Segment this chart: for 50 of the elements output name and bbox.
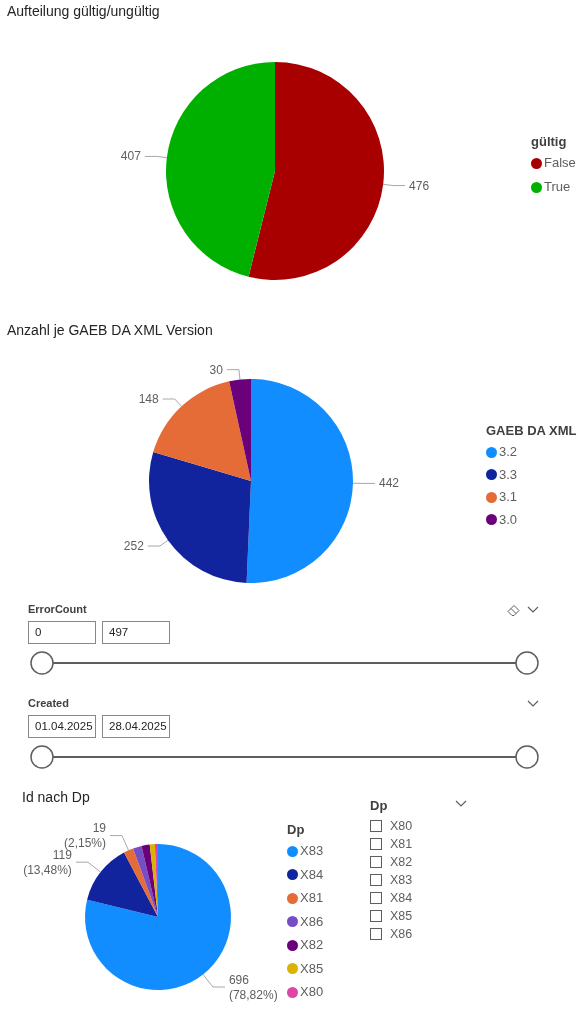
category-label: X82 — [390, 855, 413, 869]
category-label: X81 — [390, 837, 413, 851]
legend-label: 3.1 — [499, 489, 518, 505]
pie-slice — [248, 62, 384, 280]
text-field: 0 — [28, 621, 96, 644]
legend-label: X83 — [300, 843, 324, 859]
data-label: 252 — [123, 539, 145, 554]
category-label: X85 — [390, 909, 413, 923]
pie-slice — [87, 852, 158, 917]
legend-title: GAEB DA XML — [486, 423, 577, 439]
data-label: 19 (2,15%) — [63, 821, 107, 851]
chart-title: Id nach Dp — [22, 789, 90, 805]
legend-label: X84 — [300, 866, 324, 883]
chart-title: Anzahl je GAEB DA XML Version — [7, 322, 213, 338]
chart-title: Aufteilung gültig/ungültig — [7, 3, 160, 19]
text-field: 01.04.2025 — [28, 715, 96, 738]
pie-slice — [229, 379, 251, 481]
legend-label: X82 — [300, 937, 324, 953]
legend-title: gültig — [531, 134, 567, 150]
legend-label: True — [544, 179, 571, 195]
pie-slice — [141, 844, 158, 917]
text-field: 28.04.2025 — [102, 715, 170, 738]
legend-label: False — [544, 155, 576, 171]
legend-label: X86 — [300, 913, 324, 930]
legend-label: 3.3 — [499, 466, 518, 483]
pie-slice — [166, 62, 275, 277]
legend-label: X80 — [300, 984, 324, 1000]
data-label: 476 — [409, 178, 430, 193]
pie-slice — [133, 845, 158, 917]
text: ErrorCount — [28, 603, 87, 615]
legend-label: 3.0 — [499, 511, 518, 528]
category-label: X84 — [390, 891, 413, 905]
category-label: X80 — [390, 819, 413, 833]
data-label: 442 — [378, 476, 400, 491]
legend-label: X85 — [300, 960, 324, 977]
text: Dp — [370, 798, 388, 813]
legend-label: X81 — [300, 890, 324, 906]
data-label: 148 — [138, 392, 160, 406]
legend-label: 3.2 — [499, 444, 518, 460]
category-label: X86 — [390, 927, 413, 941]
category-label: X83 — [390, 873, 413, 887]
text: Created — [28, 697, 69, 709]
pie-slice — [246, 379, 353, 583]
pie-slice — [124, 848, 158, 917]
data-label: 30 — [209, 362, 224, 377]
data-label: 407 — [120, 149, 142, 164]
pie-slice — [149, 452, 251, 583]
data-label: 696 (78,82%) — [228, 972, 278, 1002]
text-field: 497 — [102, 621, 170, 644]
legend-title: Dp — [287, 822, 305, 838]
